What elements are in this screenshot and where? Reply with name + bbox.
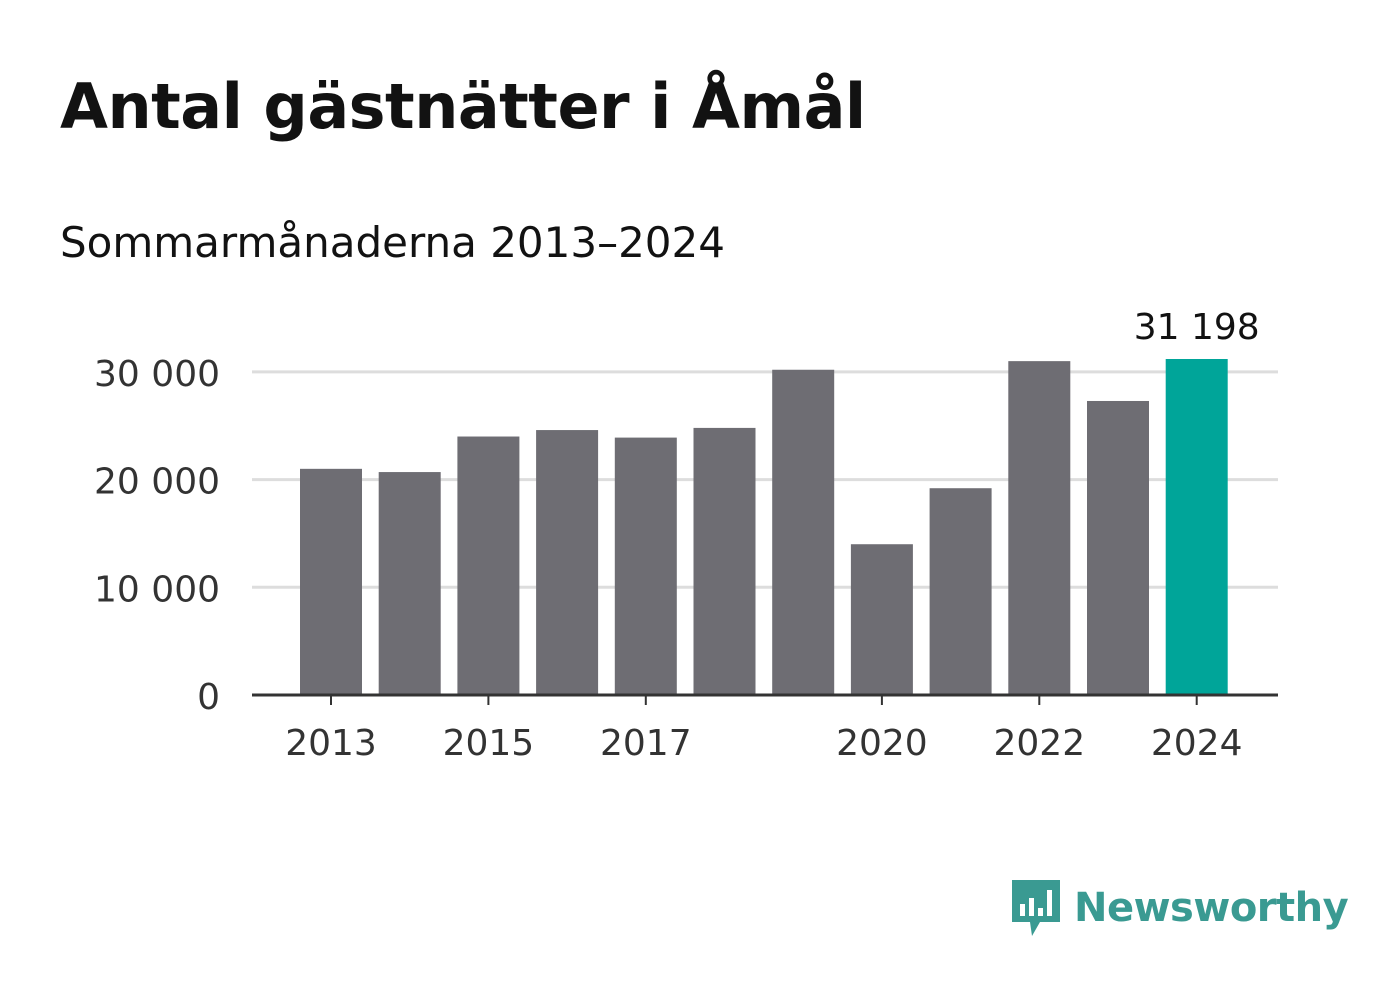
- bar: [772, 369, 835, 695]
- bar: [536, 430, 599, 695]
- newsworthy-logo: Newsworthy: [1010, 878, 1349, 938]
- data-label: 31 198: [1134, 307, 1260, 348]
- bar-chart-speech-bubble-icon: [1012, 880, 1060, 936]
- chart-subtitle: Sommarmånaderna 2013–2024: [60, 218, 725, 267]
- x-tick-label: 2013: [285, 723, 377, 764]
- bar: [1087, 400, 1149, 695]
- y-tick-label: 20 000: [94, 462, 220, 503]
- x-tick-label: 2024: [1151, 723, 1243, 764]
- bar: [457, 436, 520, 695]
- bar: [300, 468, 362, 695]
- bar: [1165, 359, 1228, 695]
- y-tick-label: 0: [197, 677, 220, 718]
- x-tick-label: 2020: [836, 723, 928, 764]
- bar: [693, 427, 756, 695]
- bar: [378, 472, 441, 695]
- x-tick-label: 2022: [993, 723, 1085, 764]
- y-tick-label: 30 000: [94, 354, 220, 395]
- bar: [850, 544, 913, 695]
- x-tick-label: 2017: [600, 723, 692, 764]
- bar: [1008, 361, 1071, 695]
- bar: [929, 488, 992, 695]
- brand-name: Newsworthy: [1074, 885, 1349, 931]
- chart-title: Antal gästnätter i Åmål: [60, 70, 866, 143]
- x-tick-label: 2015: [443, 723, 535, 764]
- bar: [614, 437, 677, 695]
- y-tick-label: 10 000: [94, 569, 220, 610]
